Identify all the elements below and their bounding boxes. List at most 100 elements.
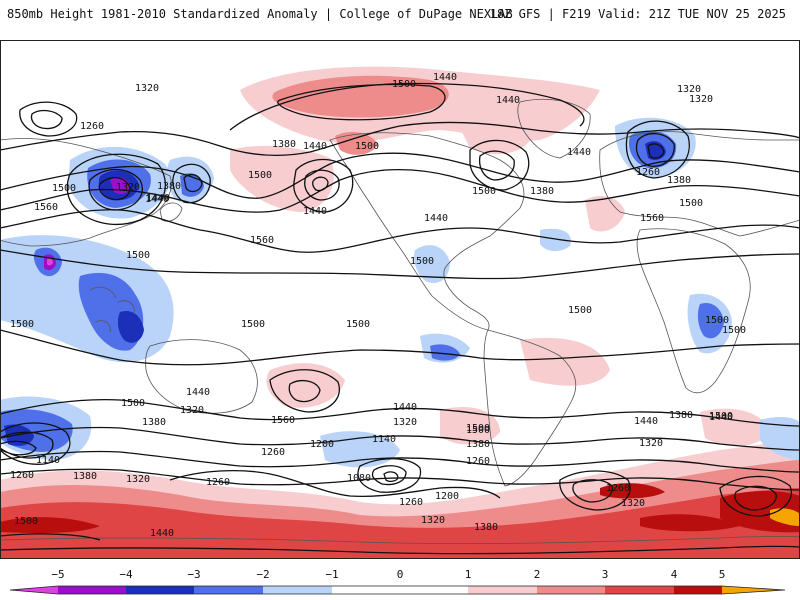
contour-label: 1440 <box>634 416 658 427</box>
colorbar-tick: 3 <box>601 568 609 581</box>
colorbar-swatch-neg4 <box>58 586 126 594</box>
shade-dark-red-southwest <box>0 517 100 534</box>
contour-label: 1500 <box>466 425 490 436</box>
contour-label: 1080 <box>347 473 371 484</box>
contour-1260-southern <box>0 468 800 491</box>
contour-1560-subtropical <box>0 249 800 280</box>
contour-label: 1260 <box>636 167 660 178</box>
contour-label: 1260 <box>80 121 104 132</box>
height-contours <box>0 82 800 555</box>
contour-label: 1440 <box>567 147 591 158</box>
contour-label: 1380 <box>142 417 166 428</box>
contour-low-north-pacific <box>88 168 143 211</box>
contour-1500-southern <box>0 329 800 366</box>
contour-1380-southern <box>0 426 800 451</box>
contour-low-north-pacific-outer <box>66 153 166 225</box>
contour-label: 1500 <box>241 319 265 330</box>
coast-europe <box>599 131 800 237</box>
contour-label: 1380 <box>474 522 498 533</box>
contour-labels: 1320 1260 1500 1440 1380 1320 1440 1560 … <box>10 72 746 539</box>
contour-label: 1380 <box>73 471 97 482</box>
shade-alaska-pos2 <box>335 131 378 155</box>
contour-south-atlantic-low <box>559 470 631 511</box>
colorbar-tick: 0 <box>396 568 404 581</box>
contour-label: 1440 <box>186 387 210 398</box>
shade-africa-pos1 <box>520 337 610 386</box>
coast-australia <box>145 339 258 414</box>
contour-label: 1560 <box>34 202 58 213</box>
colorbar-swatch-neg5 <box>10 586 58 594</box>
colorbar-swatch-pos3 <box>605 586 674 594</box>
contour-label: 1500 <box>126 250 150 261</box>
shade-southern-band-pos3 <box>0 488 800 559</box>
contour-label: 1500 <box>472 186 496 197</box>
contour-label: 1500 <box>14 516 38 527</box>
colorbar: −5 −4 −3 −2 −1 0 1 2 3 4 5 <box>0 568 800 600</box>
contour-label: 1500 <box>52 183 76 194</box>
colorbar-tick: −4 <box>119 568 133 581</box>
shade-far-southwest-neg3 <box>4 424 34 446</box>
map-title: 850mb Height 1981-2010 Standardized Anom… <box>7 7 513 21</box>
contour-1440-north <box>0 168 800 213</box>
contour-label: 1440 <box>433 72 457 83</box>
colorbar-swatch-pos2 <box>537 586 605 594</box>
contour-label: 1320 <box>689 94 713 105</box>
contour-1560-south-pacific <box>269 369 340 413</box>
colorbar-outline <box>9 585 786 595</box>
colorbar-tick: −5 <box>51 568 65 581</box>
contour-label: 1320 <box>393 417 417 428</box>
contour-label: 1140 <box>372 434 396 445</box>
colorbar-tick: −1 <box>325 568 339 581</box>
shade-east-pacific-neg2 <box>430 344 460 361</box>
contour-label: 1500 <box>568 305 592 316</box>
shade-dark-red-south-bottom <box>640 514 740 532</box>
shade-atlantic-pos1 <box>585 196 625 232</box>
coast-antarctica <box>0 535 800 545</box>
shade-west-pacific-neg3 <box>117 310 144 343</box>
contour-label: 1500 <box>248 170 272 181</box>
contour-label: 1500 <box>10 319 34 330</box>
colorbar-swatch-neg3 <box>126 586 194 594</box>
contour-label: 1260 <box>206 477 230 488</box>
shade-atlantic-neg1 <box>540 228 571 252</box>
model-run-info: 18Z GFS | F219 Valid: 21Z TUE NOV 25 202… <box>489 7 786 21</box>
coast-south-america <box>483 329 577 487</box>
contour-label: 1440 <box>424 213 448 224</box>
contour-label: 1380 <box>667 175 691 186</box>
anomaly-map: 1320 1260 1500 1440 1380 1320 1440 1560 … <box>0 40 800 559</box>
contour-label: 1440 <box>393 402 417 413</box>
contour-low-north-atlantic <box>469 139 530 191</box>
colorbar-swatch-neg2 <box>194 586 263 594</box>
contour-1500-arctic <box>277 83 446 121</box>
shade-north-america-neg1 <box>414 245 450 284</box>
colorbar-swatch-zero-pos <box>400 586 468 594</box>
shade-south-america-pos1 <box>440 406 500 445</box>
contour-southwest-low <box>0 422 71 465</box>
contour-label: 1320 <box>126 474 150 485</box>
contour-1440-arctic <box>229 82 585 131</box>
coastlines <box>0 98 800 545</box>
contour-low-bering <box>172 163 211 204</box>
colorbar-swatch-zero-neg <box>332 586 400 594</box>
contour-label: 1440 <box>145 194 169 205</box>
contour-label: 1260 <box>466 456 490 467</box>
contour-label: 1500 <box>121 398 145 409</box>
contour-1320-southern <box>0 450 800 473</box>
coast-greenland <box>517 98 591 159</box>
contour-label: 1500 <box>705 315 729 326</box>
contour-low-scandinavia <box>625 120 690 179</box>
contour-label: 1320 <box>421 515 445 526</box>
contour-1440-antarctic <box>0 545 800 555</box>
contour-label: 1500 <box>709 411 733 422</box>
colorbar-tick: 2 <box>533 568 541 581</box>
contour-label: 1260 <box>399 497 423 508</box>
contour-label: 1560 <box>250 235 274 246</box>
colorbar-tick: −2 <box>256 568 270 581</box>
contour-low-west-pacific <box>19 101 78 137</box>
colorbar-tick: 5 <box>718 568 726 581</box>
contour-label: 1200 <box>435 491 459 502</box>
contour-label: 1260 <box>261 447 285 458</box>
coast-north-america <box>329 132 525 331</box>
contour-label: 1440 <box>146 193 170 204</box>
contour-label: 1500 <box>410 256 434 267</box>
